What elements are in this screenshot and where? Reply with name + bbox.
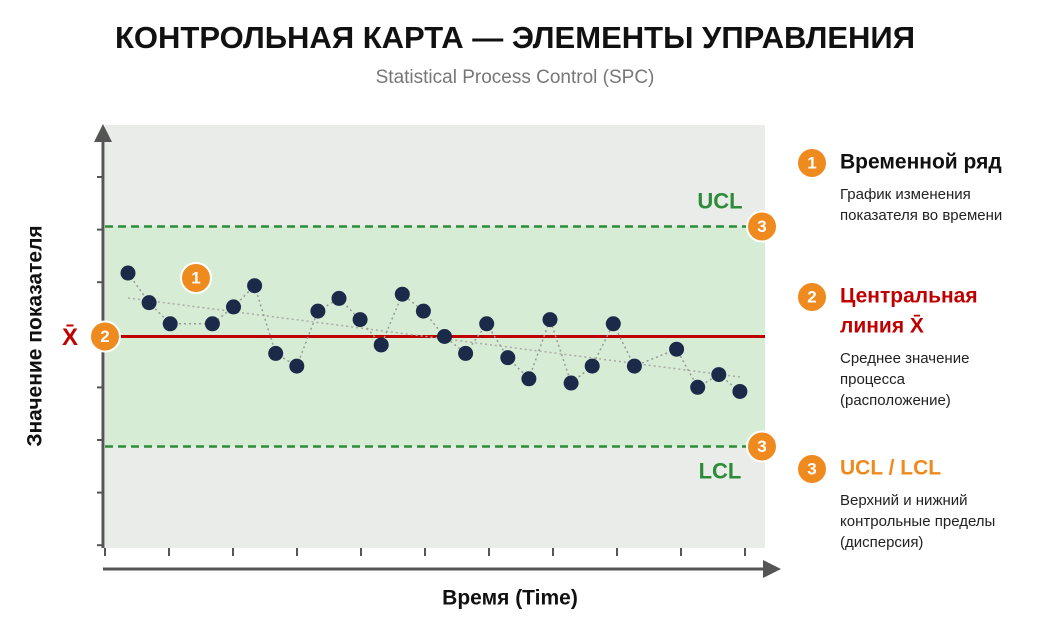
legend-text: Верхний и нижний — [840, 492, 968, 509]
data-point — [437, 329, 452, 344]
chart: UCL LCL X̄ 1 2 3 3 — [62, 176, 778, 556]
series-line — [127, 272, 741, 393]
data-point — [584, 358, 600, 374]
legend-text: процесса — [840, 371, 906, 388]
data-point — [500, 350, 516, 366]
legend-text: показателя во времени — [840, 207, 1002, 224]
data-point — [458, 345, 474, 361]
legend: 1 Временной ряд График изменения показателя… — [796, 147, 1002, 551]
data-point — [226, 299, 241, 315]
legend-text: График изменения — [840, 186, 971, 203]
badge — [796, 281, 828, 313]
legend-title: Временной ряд — [840, 151, 1002, 174]
data-point — [626, 358, 642, 374]
legend-text: (дисперсия) — [840, 534, 923, 551]
badge — [796, 453, 828, 485]
badge — [89, 320, 121, 353]
data-point — [162, 316, 178, 332]
badge-number: 3 — [757, 217, 766, 236]
legend-text: контрольные пределы — [840, 513, 995, 530]
badge — [180, 262, 212, 294]
data-point — [331, 290, 347, 306]
x-axis-label: Время (Time) — [442, 587, 578, 610]
data-point — [289, 358, 305, 374]
data-point — [415, 303, 431, 319]
data-point — [120, 265, 136, 281]
legend-title: Центральная — [840, 285, 978, 308]
data-point — [669, 341, 685, 357]
data-point — [479, 316, 495, 332]
badge — [746, 210, 778, 243]
data-point — [247, 278, 263, 294]
y-arrow — [94, 124, 112, 142]
data-point — [310, 303, 326, 319]
chart-title: КОНТРОЛЬНАЯ КАРТА — ЭЛЕМЕНТЫ УПРАВЛЕНИЯ — [115, 20, 915, 55]
data-point — [711, 367, 727, 383]
badge-number: 3 — [807, 459, 816, 478]
legend-title: линия X̄ — [840, 315, 924, 338]
legend-text: Среднее значение — [840, 350, 969, 367]
badge — [746, 430, 778, 463]
data-point — [563, 375, 579, 391]
badge-number: 2 — [807, 287, 816, 306]
x-arrow — [763, 560, 781, 578]
data-point — [141, 295, 157, 311]
data-point — [268, 345, 284, 361]
data-point — [394, 286, 410, 302]
badge — [796, 147, 828, 179]
data-point — [204, 316, 220, 332]
badge-number: 1 — [807, 153, 816, 172]
data-point — [373, 337, 389, 353]
legend-title: UCL / LCL — [840, 457, 941, 480]
ucl-label: UCL — [697, 188, 742, 213]
data-point — [521, 371, 537, 387]
data-point — [690, 379, 706, 395]
data-point — [352, 312, 368, 328]
legend-text: (расположение) — [840, 392, 951, 409]
lcl-label: LCL — [699, 458, 742, 483]
data-point — [732, 383, 748, 399]
badge-number: 3 — [757, 437, 766, 456]
badge-number: 2 — [100, 327, 109, 346]
badge-number: 1 — [191, 268, 200, 287]
data-point — [542, 312, 558, 328]
y-axis-label: Значение показателя — [24, 225, 47, 446]
center-label: X̄ — [62, 324, 78, 351]
data-point — [605, 316, 621, 332]
chart-subtitle: Statistical Process Control (SPC) — [376, 67, 655, 88]
